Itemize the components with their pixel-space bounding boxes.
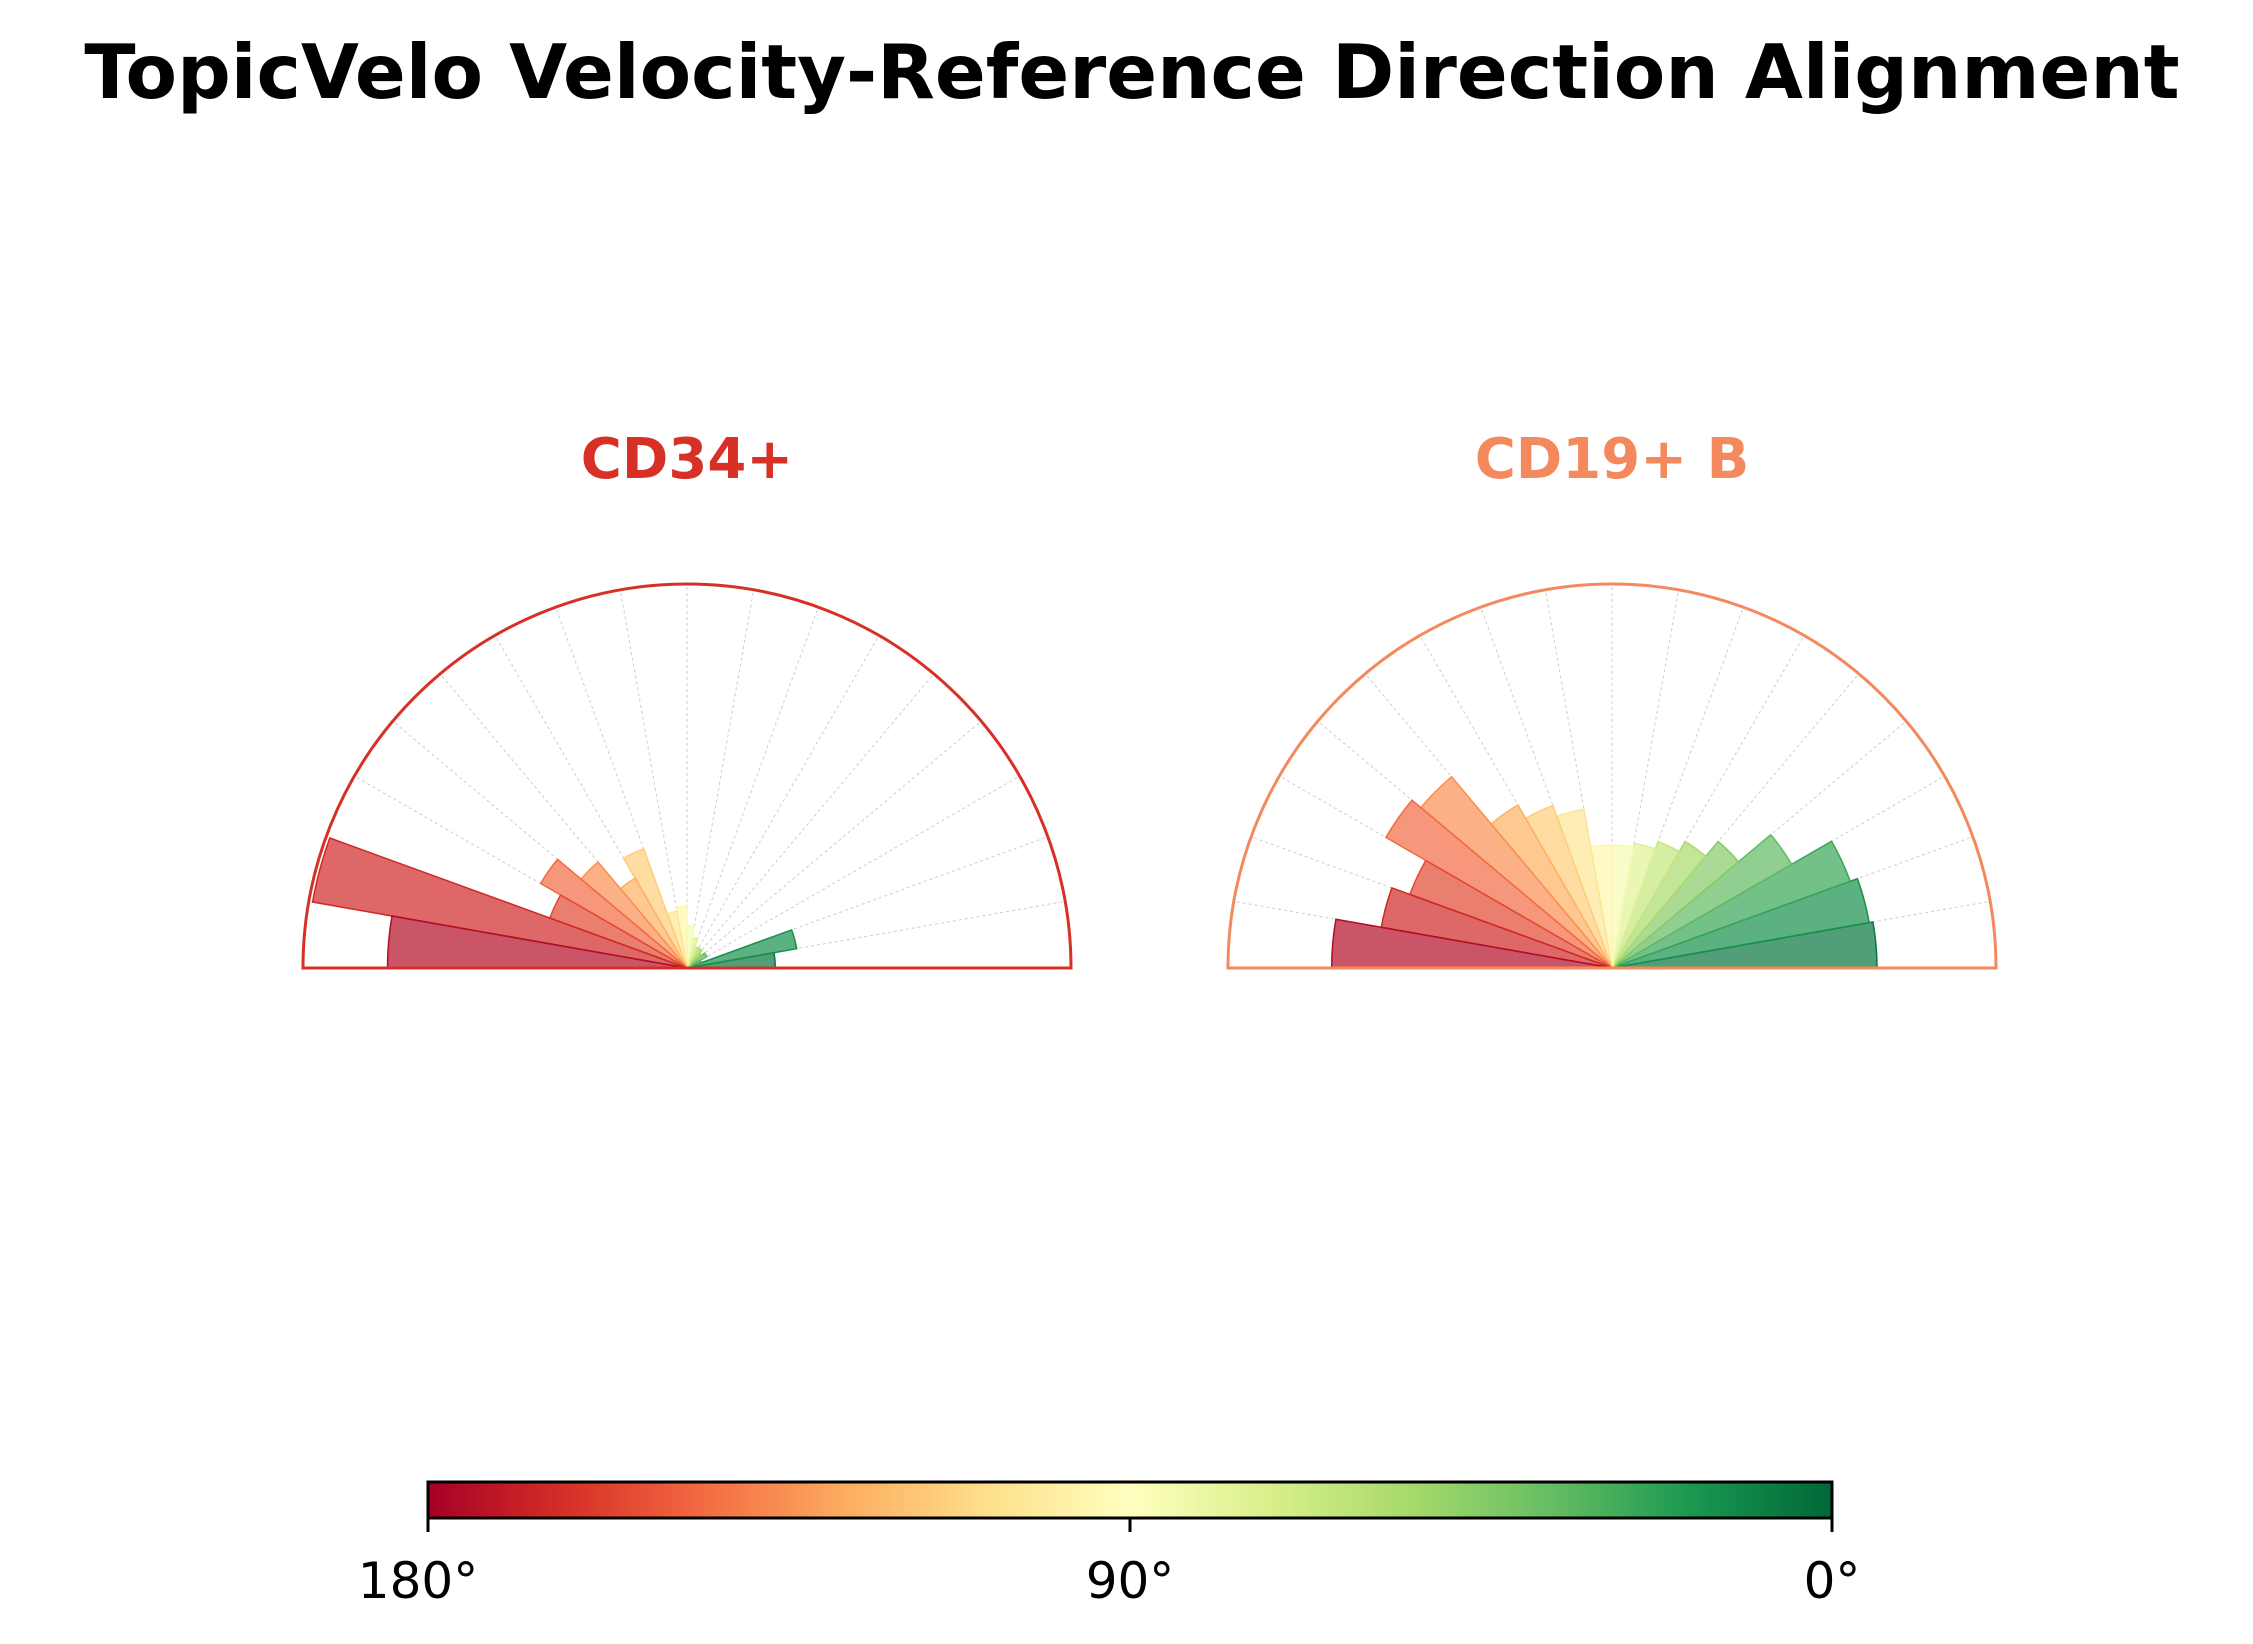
panel-title-cd19b: CD19+ B (1475, 427, 1750, 492)
bar-cd19b-65deg (1611, 840, 1681, 969)
grid-spoke-150 (354, 775, 688, 969)
colorbar-label-0: 0° (1804, 1552, 1861, 1610)
bar-cd19b-25deg (1611, 840, 1852, 969)
bar-cd19b-15deg (1611, 877, 1871, 969)
polar-frame-cd19b (1226, 582, 1998, 970)
grid-spoke-80 (686, 589, 755, 969)
grid-spoke-70 (686, 607, 819, 969)
bar-cd19b-75deg (1611, 842, 1657, 969)
grid-spoke-100 (619, 589, 688, 969)
grid-spoke-50 (1611, 673, 1860, 969)
polar-panel-cd19b: CD19+ B (1226, 427, 1998, 970)
grid-spoke-140 (392, 720, 688, 969)
grid-spoke-130 (439, 673, 688, 969)
bars-cd34 (311, 837, 798, 969)
colorbar-label-90: 90° (1086, 1552, 1175, 1610)
bar-cd19b-55deg (1611, 840, 1707, 969)
grid-spoke-110 (1480, 607, 1613, 969)
grid-spoke-110 (555, 607, 688, 969)
bar-cd19b-45deg (1611, 840, 1740, 969)
figure-title: TopicVelo Velocity-Reference Direction A… (84, 28, 2179, 116)
grid-spoke-60 (1611, 635, 1805, 969)
colorbar: 180° 90° 0° (358, 1480, 1861, 1610)
colorbar-label-180: 180° (358, 1552, 478, 1610)
bar-cd34-145deg (539, 858, 688, 969)
colorbar-gradient (426, 1480, 1834, 1520)
bar-cd19b-145deg (1384, 799, 1613, 969)
grid-spoke-20 (1611, 836, 1973, 969)
grid-spoke-160 (1251, 836, 1613, 969)
grid-spoke-120 (494, 635, 688, 969)
grid-spoke-40 (686, 720, 982, 969)
grid-spoke-10 (686, 900, 1066, 969)
polar-frame-cd34 (301, 582, 1073, 970)
grid-spoke-70 (1611, 607, 1744, 969)
grid-spoke-80 (1611, 589, 1680, 969)
grid-spoke-20 (686, 836, 1048, 969)
bar-cd19b-35deg (1611, 833, 1793, 969)
bars-cd19b (1330, 775, 1878, 969)
bar-cd34-115deg (622, 847, 688, 969)
bar-cd34-15deg (686, 928, 798, 969)
panel-title-cd34: CD34+ (581, 427, 793, 492)
grid-spoke-30 (686, 775, 1020, 969)
polar-panel-cd34: CD34+ (301, 427, 1073, 970)
bar-cd34-165deg (311, 837, 688, 969)
grid-spoke-60 (686, 635, 880, 969)
grid-spoke-50 (686, 673, 935, 969)
grid-spoke-120 (1419, 635, 1613, 969)
grid-spoke-100 (1544, 589, 1613, 969)
